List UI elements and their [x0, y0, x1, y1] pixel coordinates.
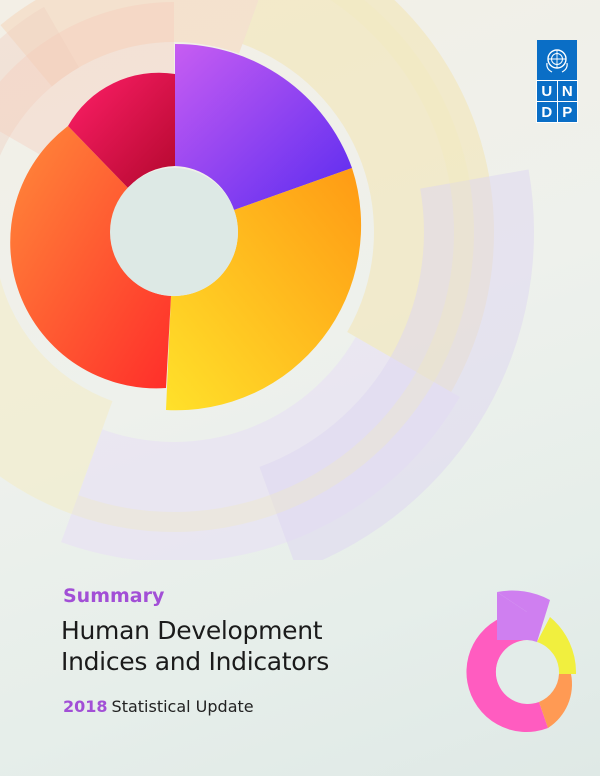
- donut-segment-yellow: [166, 168, 362, 411]
- background-ring-sector: [0, 277, 113, 514]
- logo-letter: D: [536, 101, 558, 123]
- undp-logo: U N D P: [536, 40, 578, 123]
- cover-artwork: [0, 0, 535, 560]
- donut-segment-orange: [10, 126, 172, 389]
- mini-segment-pink: [466, 611, 548, 732]
- title-line-1: Human Development: [61, 616, 323, 645]
- logo-letter: U: [536, 80, 558, 102]
- statistical-update-line: 2018 Statistical Update: [63, 697, 254, 716]
- mini-donut-center: [496, 641, 558, 703]
- logo-letter: N: [556, 80, 578, 102]
- mini-donut-graphic: [466, 590, 577, 732]
- mini-segment-violet: [497, 590, 550, 642]
- report-title: Human Development Indices and Indicators: [61, 615, 329, 677]
- background-ring-sectors: [0, 0, 535, 560]
- un-emblem-icon: [537, 40, 577, 80]
- donut-segment-crimson: [68, 72, 175, 188]
- logo-letter: P: [556, 101, 578, 123]
- background-ring-sector: [0, 6, 79, 156]
- background-ring-sector: [0, 0, 259, 87]
- mini-segment-violet-b: [497, 592, 527, 640]
- background-ring-sector: [259, 169, 535, 560]
- donut-segment-purple: [175, 43, 352, 210]
- mini-segment-orange: [539, 674, 573, 728]
- update-year: 2018: [63, 697, 108, 716]
- update-subtitle: Statistical Update: [111, 697, 254, 716]
- title-line-2: Indices and Indicators: [61, 647, 330, 676]
- summary-label: Summary: [63, 585, 165, 607]
- mini-segment-yellow: [537, 617, 577, 674]
- background-ring-sector: [0, 2, 174, 157]
- donut-center: [110, 168, 238, 296]
